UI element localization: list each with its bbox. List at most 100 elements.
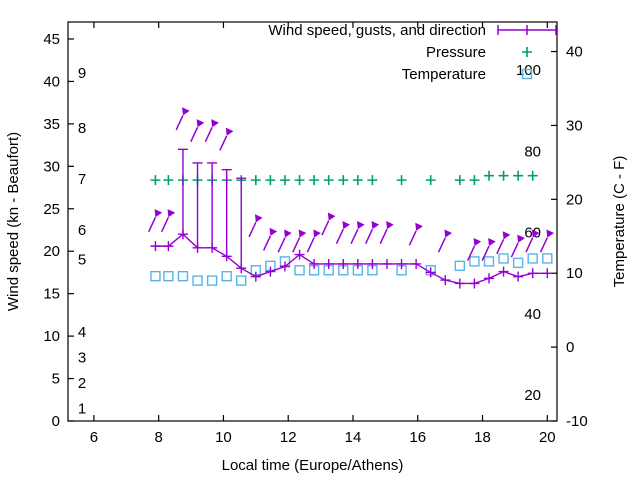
wind-arrow [147, 209, 163, 233]
y2-axis-title: Temperature (C - F) [611, 156, 628, 288]
beaufort-label: 1 [78, 400, 86, 417]
beaufort-label: 9 [78, 65, 86, 82]
wind-arrow [510, 234, 525, 258]
wind-speed-marker [527, 268, 538, 279]
x-tick-label: 14 [345, 429, 362, 446]
pressure-marker [309, 175, 320, 186]
wind-gust-whisker [192, 162, 203, 248]
wind-arrow-head [502, 231, 511, 240]
pressure-marker [352, 175, 363, 186]
wind-speed-marker [381, 258, 392, 269]
y2-tick-label: 0 [566, 339, 574, 356]
y2-tick-label: 30 [566, 117, 583, 134]
wind-arrow [219, 127, 234, 151]
x-axis-ticks: 6 8 10 12 14 16 18 20 [90, 22, 556, 446]
wind-arrow-head [154, 209, 163, 218]
wind-arrow-shaft [277, 237, 286, 253]
wind-arrow-head [182, 107, 190, 116]
wind-speed-marker [469, 278, 480, 289]
y-tick-label: 20 [43, 243, 60, 260]
pressure-marker [396, 175, 407, 186]
legend-label: Temperature [402, 66, 486, 83]
y-tick-label: 0 [52, 413, 60, 430]
wind-arrow-shaft [335, 228, 344, 244]
wind-arrow-head [371, 221, 380, 230]
wind-arrow [160, 209, 176, 233]
temperature-marker [236, 275, 247, 286]
wind-arrow [437, 229, 453, 253]
y2-axis-ticks: -10 0 10 20 30 40 [551, 44, 588, 430]
wind-arrow-shaft [539, 237, 548, 253]
temperature-marker [206, 275, 218, 286]
beaufort-label: 6 [78, 222, 86, 239]
fahrenheit-label: 100 [516, 62, 541, 79]
pressure-marker [279, 175, 290, 186]
x-tick-label: 20 [539, 429, 556, 446]
beaufort-label: 3 [78, 349, 86, 366]
y2-tick-label: -10 [566, 413, 588, 430]
wind-arrow-shaft [160, 216, 170, 233]
y-tick-label: 35 [43, 116, 60, 133]
beaufort-label: 7 [78, 171, 86, 188]
pressure-marker [454, 175, 465, 186]
wind-arrow-head [284, 229, 292, 238]
beaufort-label: 2 [78, 375, 86, 392]
x-tick-label: 16 [409, 429, 426, 446]
y-tick-label: 5 [52, 371, 60, 388]
wind-arrow [175, 107, 190, 131]
wind-arrow [466, 238, 482, 261]
wind-arrow-head [196, 119, 205, 128]
pressure-marker [338, 175, 349, 186]
temperature-marker [150, 270, 161, 282]
wind-arrow-shaft [525, 237, 534, 253]
y-axis-ticks: 0 5 10 15 20 25 30 35 40 45 [43, 31, 74, 430]
wind-arrow-head [531, 229, 540, 238]
wind-direction-arrows [147, 107, 555, 261]
pressure-marker [483, 170, 494, 181]
wind-arrow-head [225, 127, 234, 136]
wind-arrow-shaft [379, 228, 388, 244]
wind-arrow-shaft [248, 222, 257, 238]
wind-speed-marker [454, 278, 465, 289]
wind-gust-whisker [177, 148, 188, 235]
wind-gust-whisker [221, 169, 232, 257]
wind-arrow [277, 229, 292, 253]
beaufort-label: 5 [78, 252, 86, 269]
wind-speed-marker [338, 258, 349, 269]
fahrenheit-label: 80 [524, 143, 541, 160]
temperature-marker [498, 253, 509, 264]
wind-speed-marker [265, 266, 276, 277]
temperature-marker [192, 275, 203, 286]
temperature-marker [177, 270, 189, 282]
wind-speed-marker [279, 261, 290, 272]
pressure-marker [498, 170, 509, 181]
y-tick-label: 30 [43, 158, 60, 175]
legend-square-marker [521, 68, 533, 80]
wind-arrow-shaft [204, 126, 213, 143]
wind-speed-marker [250, 271, 261, 282]
temperature-marker [542, 253, 553, 264]
wind-arrow [408, 222, 423, 246]
wind-arrow-shaft [437, 237, 446, 253]
wind-arrow-head [488, 238, 496, 247]
wind-arrow-shaft [466, 245, 476, 261]
wind-arrow [525, 229, 540, 253]
wind-arrow-head [517, 234, 525, 243]
y2-tick-label: 40 [566, 44, 583, 61]
y2-tick-label: 20 [566, 191, 583, 208]
plot-border [67, 21, 558, 422]
legend-plus-marker [522, 47, 532, 57]
wind-arrow-shaft [175, 115, 184, 131]
pressure-marker [163, 175, 174, 186]
wind-arrow-head [298, 229, 307, 238]
wind-speed-line [155, 233, 548, 285]
wind-arrow-shaft [190, 126, 199, 143]
wind-arrow-shaft [219, 135, 228, 151]
wind-arrow-head [313, 229, 321, 238]
pressure-marker [469, 175, 480, 186]
temperature-marker [483, 256, 495, 267]
wind-arrow [321, 212, 336, 236]
wind-speed-marker [367, 258, 378, 269]
pressure-marker [513, 170, 524, 181]
